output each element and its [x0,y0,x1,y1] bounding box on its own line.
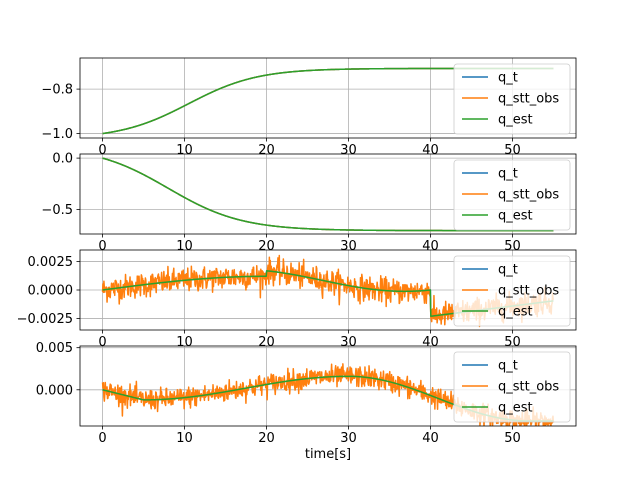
legend-label-q_est: q_est [498,305,533,320]
axes-frame [79,153,577,235]
legend-box [453,351,571,423]
axes-frame [79,57,577,139]
x-tick-label: 0 [98,431,106,446]
axes-frame [79,345,577,427]
legend-box [453,63,571,135]
legend: q_t q_stt_obs q_est [453,255,571,327]
x-tick-label: 10 [176,431,193,446]
series-line-q_est [102,157,554,232]
legend-label-q_stt_obs: q_stt_obs [498,188,559,203]
legend-label-q_t: q_t [498,167,518,182]
legend-box [453,255,571,327]
x-tick-label: 20 [258,431,275,446]
x-tick-label: 40 [422,431,439,446]
y-tick-label: −0.0025 [17,312,73,327]
legend-label-q_stt_obs: q_stt_obs [498,92,559,107]
x-tick-label: 0 [98,239,106,254]
x-tick-label: 0 [98,143,106,158]
y-tick-label: 0.0000 [28,284,74,299]
x-axis-label: time[s] [305,447,351,462]
x-tick-label: 30 [340,431,357,446]
y-tick-label: 0.000 [36,383,73,398]
legend-label-q_stt_obs: q_stt_obs [498,284,559,299]
legend-label-q_t: q_t [498,359,518,374]
legend: q_t q_stt_obs q_est [453,63,571,135]
y-tick-label: −0.8 [41,83,73,98]
legend-label-q_t: q_t [498,263,518,278]
legend: q_t q_stt_obs q_est [453,351,571,423]
x-tick-label: 50 [504,431,521,446]
subplot-3: 0 10 20 30 40 500.00250.0000−0.0025q_tq_stt_o… [17,249,577,350]
legend: q_t q_stt_obs q_est [453,159,571,231]
y-tick-label: 0.0025 [28,255,74,270]
y-tick-label: −1.0 [41,127,73,142]
legend-label-q_stt_obs: q_stt_obs [498,380,559,395]
y-tick-label: −0.5 [41,203,73,218]
legend-label-q_est: q_est [498,401,533,416]
y-tick-label: 0.0 [52,152,73,167]
y-tick-label: 0.005 [36,341,73,356]
legend-label-q_est: q_est [498,113,533,128]
legend-label-q_t: q_t [498,71,518,86]
legend-label-q_est: q_est [498,209,533,224]
x-tick-label: 0 [98,335,106,350]
legend-box [453,159,571,231]
subplot-4: 0 10 20 30 40 50 0.005 0.000 time[s] q_t q_stt_obs… [36,341,577,462]
